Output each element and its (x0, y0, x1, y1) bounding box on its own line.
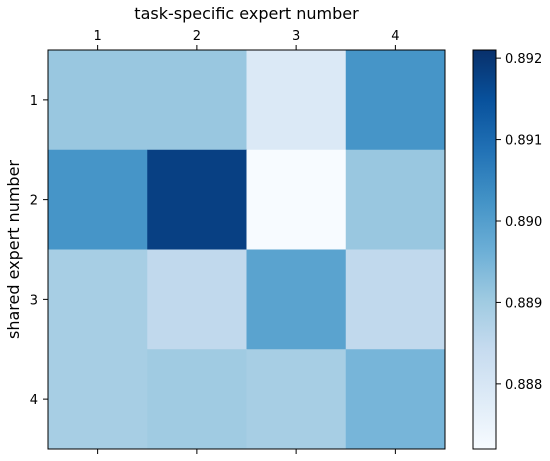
heatmap-cell (246, 50, 347, 151)
colorbar-tick-label: 0.889 (505, 296, 542, 311)
heatmap-cell (147, 50, 247, 151)
plot-frame (47, 49, 446, 450)
heatmap-cell (246, 149, 347, 250)
heatmap-cell (345, 249, 446, 350)
heatmap-cell (345, 149, 446, 250)
y-tick-label: 4 (30, 393, 38, 408)
y-axis-title: shared expert number (4, 160, 23, 339)
heatmap-cell (48, 50, 148, 151)
heatmap-cells (48, 50, 446, 450)
x-axis-title: task-specific expert number (134, 4, 359, 23)
colorbar-tick-label: 0.892 (505, 52, 542, 67)
heatmap-cell (246, 349, 347, 450)
heatmap-cell (147, 349, 247, 450)
colorbar (472, 49, 497, 450)
y-tick-label: 2 (30, 194, 38, 209)
x-tick-label: 3 (292, 29, 300, 44)
x-tick-label: 4 (391, 29, 399, 44)
x-tick-label: 1 (93, 29, 101, 44)
y-tick-label: 3 (30, 293, 38, 308)
x-axis-ticks: 1 2 3 4 (93, 29, 400, 454)
heatmap-cell (48, 249, 148, 350)
colorbar-tick-label: 0.888 (505, 378, 542, 393)
heatmap-cell (345, 50, 446, 151)
heatmap-cell (48, 149, 148, 250)
x-tick-label: 2 (193, 29, 201, 44)
colorbar-ticks: 0.888 0.889 0.890 0.891 0.892 (496, 52, 542, 393)
colorbar-tick-label: 0.890 (505, 215, 542, 230)
y-tick-label: 1 (30, 94, 38, 109)
colorbar-tick-label: 0.891 (505, 134, 542, 149)
heatmap-cell (48, 349, 148, 450)
heatmap-cell (345, 349, 446, 450)
heatmap-cell (147, 249, 247, 350)
heatmap-cell (246, 249, 347, 350)
y-axis-ticks: 1 2 3 4 (30, 94, 48, 408)
heatmap-cell (147, 149, 247, 250)
